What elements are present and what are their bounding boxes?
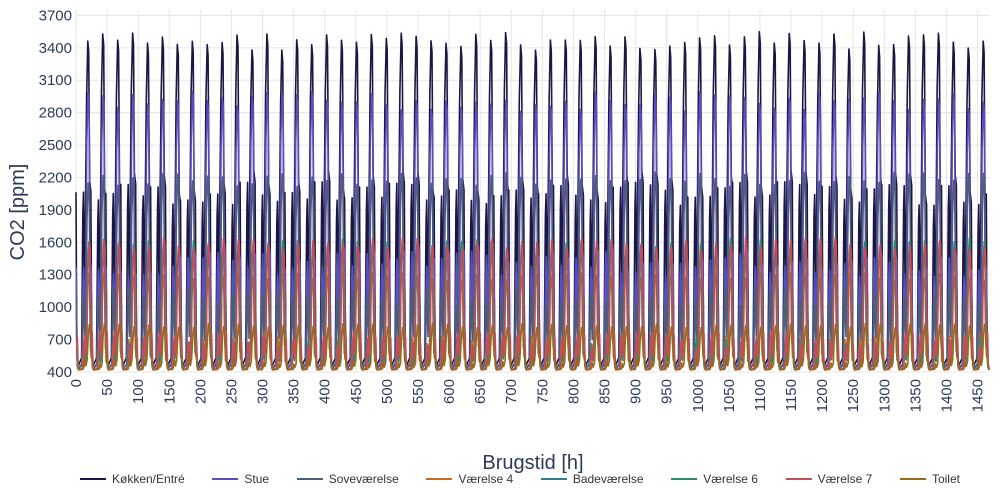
x-tick-label: 450 <box>348 379 365 404</box>
x-tick-label: 1350 <box>907 379 924 412</box>
legend-label: Stue <box>244 472 270 486</box>
x-tick-labels: 0 50 100 150 200 250 300 350 400 450 500 550 600 650 7… <box>68 379 987 412</box>
x-tick-label: 300 <box>255 379 272 404</box>
legend-swatch <box>212 478 239 480</box>
x-tick-label: 400 <box>317 379 334 404</box>
y-tick-label: 2500 <box>39 137 72 154</box>
x-tick-label: 1050 <box>721 379 738 412</box>
x-tick-label: 1200 <box>814 379 831 412</box>
x-tick-label: 1100 <box>752 379 769 411</box>
x-tick-label: 900 <box>628 379 645 404</box>
x-tick-label: 200 <box>192 379 209 404</box>
series-line-3 <box>75 171 990 370</box>
y-tick-label: 1000 <box>39 299 72 316</box>
legend-swatch <box>80 478 106 480</box>
legend-swatch <box>426 478 453 480</box>
x-tick-label: 650 <box>472 379 489 404</box>
x-tick-label: 350 <box>286 379 303 404</box>
legend-item[interactable]: Toilet <box>899 472 960 486</box>
y-tick-label: 3100 <box>39 72 72 89</box>
legend-item[interactable]: Stue <box>212 472 269 486</box>
x-tick-label: 950 <box>659 379 676 404</box>
y-tick-label: 1300 <box>39 267 72 284</box>
y-tick-label: 2200 <box>39 169 72 186</box>
x-tick-label: 1000 <box>690 379 707 412</box>
legend-label: Toilet <box>931 472 960 486</box>
x-tick-label: 1250 <box>845 379 862 412</box>
x-tick-label: 800 <box>565 379 582 404</box>
y-tick-labels: 400 700 1000 1300 1600 1900 2200 2500 2800 3100 34… <box>39 7 72 381</box>
legend-swatch <box>296 478 323 480</box>
legend-item[interactable]: Køkken/Entré <box>80 472 185 486</box>
x-tick-label: 1300 <box>876 379 893 412</box>
x-tick-label: 50 <box>99 379 116 396</box>
x-axis-title: Brugstid [h] <box>482 452 583 474</box>
x-tick-label: 850 <box>597 379 614 404</box>
legend-label: Badeværelse <box>572 472 644 486</box>
legend-label: Værelse 4 <box>458 472 514 486</box>
legend-swatch <box>899 478 926 480</box>
x-tick-label: 0 <box>68 379 85 387</box>
x-tick-label: 500 <box>379 379 396 404</box>
legend-item[interactable]: Værelse 6 <box>671 472 758 486</box>
x-tick-label: 550 <box>410 379 427 404</box>
y-tick-label: 1600 <box>39 234 72 251</box>
legend-item[interactable]: Værelse 4 <box>426 472 513 486</box>
legend-label: Køkken/Entré <box>112 472 185 486</box>
x-tick-label: 1450 <box>970 379 987 412</box>
legend-swatch <box>671 478 698 480</box>
legend-item[interactable]: Soveværelse <box>296 472 399 486</box>
x-tick-label: 700 <box>503 379 520 404</box>
x-tick-label: 100 <box>130 379 147 404</box>
x-tick-label: 600 <box>441 379 458 404</box>
x-tick-label: 750 <box>534 379 551 404</box>
legend-swatch <box>540 478 567 480</box>
x-tick-label: 250 <box>223 379 240 404</box>
y-tick-label: 2800 <box>39 105 72 122</box>
y-axis-title: CO2 [ppm] <box>7 164 29 261</box>
legend-item[interactable]: Værelse 7 <box>785 472 873 486</box>
y-tick-label: 400 <box>47 364 72 381</box>
y-tick-label: 1900 <box>39 202 72 219</box>
legend-item[interactable]: Badeværelse <box>540 472 644 486</box>
series-line-8 <box>76 322 991 371</box>
legend-label: Værelse 6 <box>703 472 758 486</box>
x-tick-label: 1400 <box>938 379 955 412</box>
series-group <box>75 30 991 371</box>
y-tick-label: 700 <box>47 332 72 349</box>
legend: Køkken/Entré Stue Soveværelse Værelse 4 Bade… <box>80 470 960 488</box>
y-tick-label: 3400 <box>39 40 72 57</box>
x-tick-label: 150 <box>161 379 178 404</box>
y-tick-label: 3700 <box>39 7 72 24</box>
legend-swatch <box>785 478 812 480</box>
x-tick-label: 1150 <box>783 379 800 411</box>
legend-label: Værelse 7 <box>817 472 873 486</box>
legend-label: Soveværelse <box>328 472 399 486</box>
